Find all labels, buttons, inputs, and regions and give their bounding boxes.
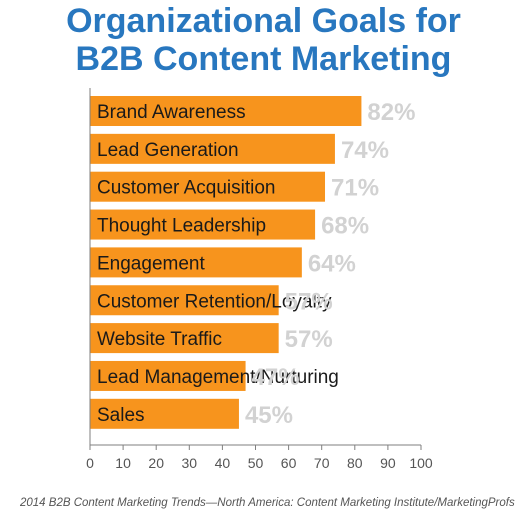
- x-tick-label: 30: [182, 455, 198, 471]
- x-tick-label: 60: [281, 455, 297, 471]
- bar-6: [90, 285, 279, 316]
- bar-3: [90, 171, 326, 202]
- category-label: Lead Generation: [97, 140, 239, 161]
- x-tick-label: 80: [347, 455, 363, 471]
- bar-chart: Brand Awareness 82% Lead Generation 74% Cust…: [86, 88, 433, 471]
- value-label: 57%: [285, 326, 333, 353]
- value-label: 57%: [285, 288, 333, 315]
- value-label: 47%: [252, 364, 300, 391]
- value-label: 74%: [341, 137, 389, 164]
- bar-1: [90, 96, 362, 126]
- bar-9: [90, 398, 239, 429]
- bar-2: [90, 133, 335, 164]
- x-tick-label: 40: [215, 455, 231, 471]
- value-label: 45%: [245, 402, 293, 429]
- bar-7: [90, 323, 279, 354]
- value-label: 71%: [331, 175, 379, 202]
- bar-5: [90, 247, 302, 278]
- category-label: Brand Awareness: [97, 102, 246, 123]
- value-label: 82%: [367, 99, 415, 126]
- category-label: Lead Management/Nurturing: [97, 367, 339, 388]
- x-tick-label: 100: [409, 455, 433, 471]
- category-label: Thought Leadership: [97, 216, 266, 237]
- x-tick-label: 0: [86, 455, 94, 471]
- category-label: Engagement: [97, 253, 205, 274]
- chart-title-line-1: Organizational Goals for: [66, 2, 461, 40]
- chart-title-line-2: B2B Content Marketing: [75, 40, 452, 78]
- value-label: 64%: [308, 250, 356, 277]
- category-label: Sales: [97, 405, 145, 426]
- x-tick-label: 20: [148, 455, 164, 471]
- x-tick-label: 50: [248, 455, 264, 471]
- x-tick-label: 10: [115, 455, 131, 471]
- category-label: Website Traffic: [97, 329, 222, 350]
- source-note: 2014 B2B Content Marketing Trends—North …: [20, 497, 515, 509]
- category-label: Customer Retention/Loyalty: [97, 291, 332, 312]
- category-label: Customer Acquisition: [97, 178, 275, 199]
- x-tick-label: 70: [314, 455, 330, 471]
- x-tick-label: 90: [380, 455, 396, 471]
- bar-8: [90, 360, 246, 391]
- value-label: 68%: [321, 213, 369, 240]
- bar-4: [90, 209, 316, 240]
